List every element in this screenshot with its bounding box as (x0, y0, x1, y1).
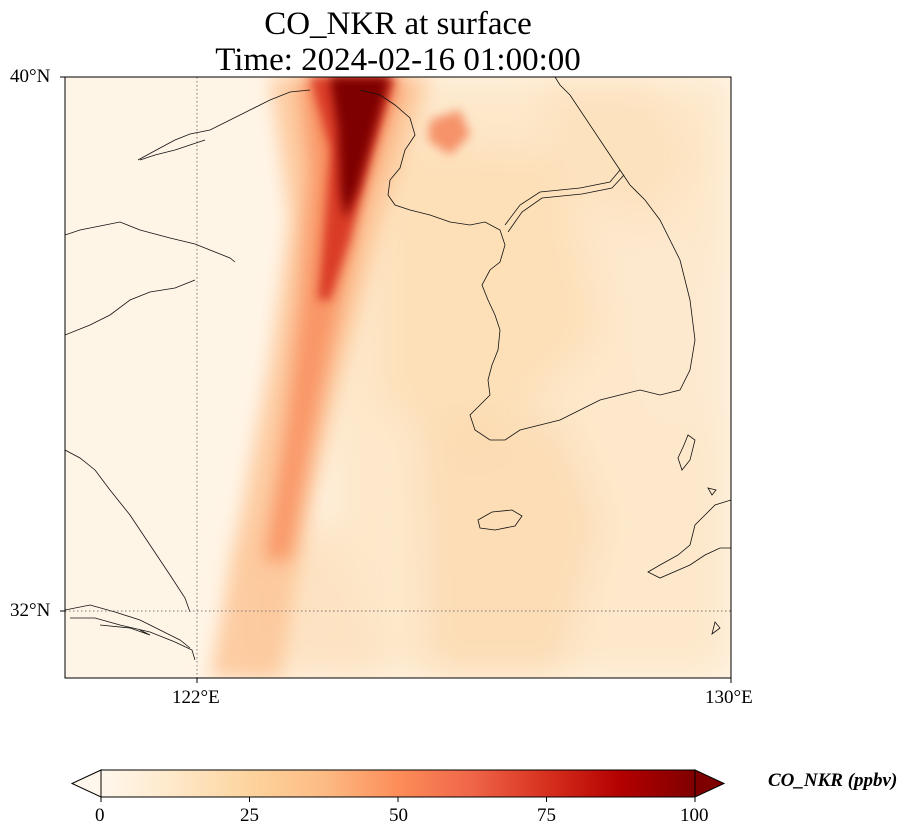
map-title: CO_NKR at surface (264, 6, 532, 42)
lat-tick-label-40: 40°N (10, 66, 51, 87)
coastline-tsushima (677, 434, 696, 471)
coastline-kyushu (647, 499, 731, 579)
colorbar-tick-label-25: 25 (240, 805, 259, 826)
colorbar (70, 769, 726, 802)
colorbar-tick-label-100: 100 (680, 805, 709, 826)
map-time-subtitle: Time: 2024-02-16 01:00:00 (215, 42, 581, 78)
coastline-korea (359, 77, 696, 441)
colorbar-label: CO_NKR (ppbv) (768, 770, 898, 791)
coastline-shandong (65, 279, 196, 336)
colorbar-body (101, 770, 695, 797)
colorbar-tick-label-0: 0 (95, 805, 105, 826)
lat-tick-label-32: 32°N (10, 600, 51, 621)
map-panel (65, 77, 731, 678)
coastline-yangtze-north (65, 604, 191, 649)
colorbar-tick-label-75: 75 (537, 805, 556, 826)
plume-mid (265, 77, 405, 560)
lon-tick-label-122: 122°E (172, 687, 220, 708)
plume-core (330, 77, 390, 220)
lon-tick-label-130: 130°E (705, 687, 753, 708)
coastline-liaodong-north (137, 89, 311, 161)
coastline-liaodong-south (65, 221, 236, 263)
coastline-jeju (477, 509, 523, 531)
colorbar-tick-marks (100, 797, 696, 802)
coastline-jiangsu (65, 449, 191, 613)
map-frame (64, 76, 732, 679)
map-ticks (60, 76, 732, 683)
colorbar-tick-label-50: 50 (389, 805, 408, 826)
gridlines (65, 77, 731, 678)
colorbar-extend-low (70, 769, 102, 798)
colorbar-extend-high (694, 769, 726, 798)
secondary-hotspot (428, 110, 470, 155)
coastlines (65, 77, 731, 661)
